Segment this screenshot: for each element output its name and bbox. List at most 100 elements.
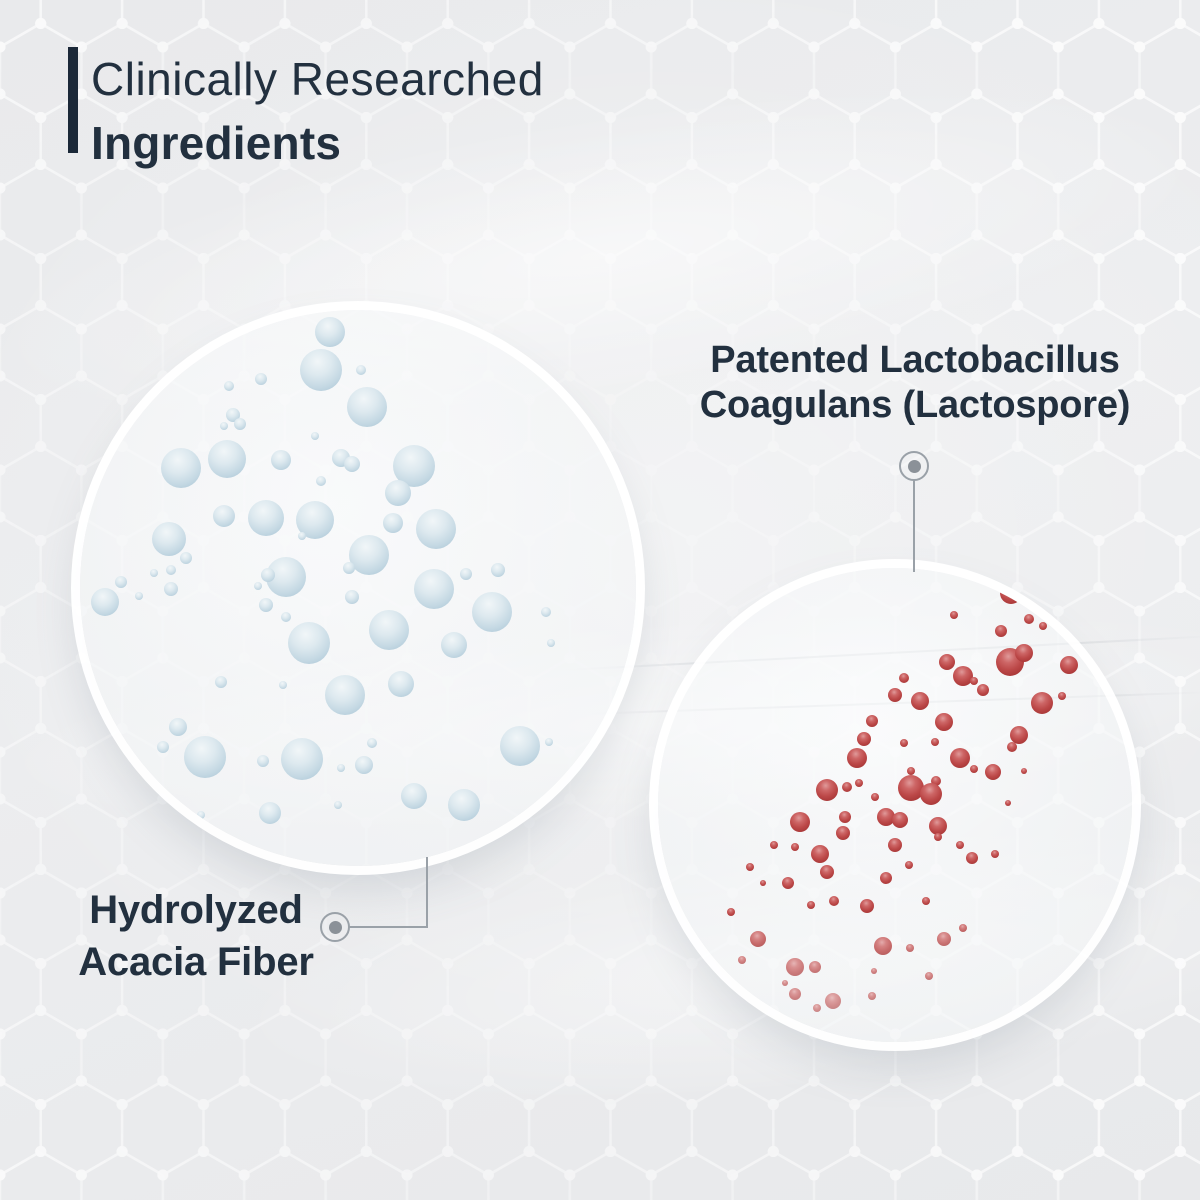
acacia-fiber-bubble (414, 569, 454, 609)
acacia-fiber-bubble (349, 535, 389, 575)
lactospore-bubble (892, 812, 908, 828)
lactospore-bubble (825, 993, 841, 1009)
acacia-fiber-bubble (388, 671, 414, 697)
acacia-fiber-bubble (271, 450, 291, 470)
lactospore-bubble (880, 872, 892, 884)
lactospore-bubble (855, 779, 863, 787)
acacia-fiber-bubble (385, 480, 411, 506)
title-accent-bar (68, 47, 78, 153)
title-line-2: Ingredients (91, 117, 342, 169)
acacia-fiber-bubble (300, 349, 342, 391)
acacia-fiber-bubble (91, 588, 119, 616)
acacia-fiber-bubble (259, 598, 273, 612)
acacia-fiber-bubble (224, 381, 234, 391)
lactospore-bubble (1010, 726, 1028, 744)
acacia-fiber-bubble (344, 456, 360, 472)
acacia-fiber-bubble (166, 565, 176, 575)
acacia-fiber-circle-illustration (80, 310, 636, 866)
acacia-fiber-bubble (337, 764, 345, 772)
lactospore-bubble (813, 1004, 821, 1012)
acacia-fiber-bubble (325, 675, 365, 715)
lactospore-bubble (829, 896, 839, 906)
lactospore-bubble (857, 732, 871, 746)
acacia-fiber-bubble (288, 622, 330, 664)
lactospore-bubble (905, 861, 913, 869)
lactospore-circle-illustration (658, 568, 1132, 1042)
acacia-fiber-bubble (281, 612, 291, 622)
acacia-fiber-bubble (279, 681, 287, 689)
acacia-fiber-bubble (169, 718, 187, 736)
acacia-fiber-bubble (115, 576, 127, 588)
acacia-fiber-bubble (343, 562, 355, 574)
acacia-fiber-bubble (316, 476, 326, 486)
lactospore-bubble (925, 972, 933, 980)
left-callout-connector-line (348, 926, 428, 928)
lactospore-bubble (939, 654, 955, 670)
acacia-fiber-bubble (220, 422, 228, 430)
lactospore-bubble (1000, 582, 1022, 604)
acacia-fiber-bubble (213, 505, 235, 527)
lactospore-bubble (786, 958, 804, 976)
left-ingredient-label: Hydrolyzed Acacia Fiber (16, 884, 376, 988)
lactospore-bubble (860, 899, 874, 913)
left-callout-connector-line (426, 857, 428, 928)
lactospore-bubble (900, 739, 908, 747)
acacia-fiber-bubble (152, 522, 186, 556)
lactospore-bubble (1060, 656, 1078, 674)
acacia-fiber-bubble (491, 563, 505, 577)
acacia-fiber-bubble (197, 811, 205, 819)
lactospore-bubble (750, 931, 766, 947)
lactospore-bubble (782, 980, 788, 986)
lactospore-bubble (899, 673, 909, 683)
left-ingredient-label-line-1: Hydrolyzed (89, 888, 303, 932)
lactospore-bubble (888, 838, 902, 852)
lactospore-bubble (907, 767, 915, 775)
acacia-fiber-bubble (416, 509, 456, 549)
lactospore-bubble (836, 826, 850, 840)
lactospore-bubble (839, 811, 851, 823)
acacia-fiber-bubble (281, 738, 323, 780)
right-ingredient-label-line-2: Coagulans (Lactospore) (699, 384, 1131, 426)
lactospore-bubble (991, 850, 999, 858)
acacia-fiber-bubble (547, 639, 555, 647)
lactospore-bubble (959, 924, 967, 932)
lactospore-bubble (847, 748, 867, 768)
acacia-fiber-bubble (472, 592, 512, 632)
lactospore-bubble (820, 865, 834, 879)
acacia-fiber-bubble (355, 756, 373, 774)
right-callout-connector-line (913, 480, 915, 572)
title-line-1: Clinically Researched (91, 53, 544, 105)
right-ingredient-label: Patented Lactobacillus Coagulans (Lactos… (655, 338, 1175, 428)
acacia-fiber-bubble (254, 582, 262, 590)
page-title: Clinically Researched Ingredients (68, 47, 544, 175)
lactospore-bubble (970, 677, 978, 685)
acacia-fiber-bubble (345, 590, 359, 604)
acacia-fiber-bubble (161, 448, 201, 488)
lactospore-bubble (950, 748, 970, 768)
acacia-fiber-bubble (541, 607, 551, 617)
acacia-fiber-bubble (150, 569, 158, 577)
lactospore-bubble (1021, 768, 1027, 774)
lactospore-bubble (1007, 742, 1017, 752)
lactospore-bubble (898, 775, 924, 801)
lactospore-bubble (929, 817, 947, 835)
acacia-fiber-bubble (298, 532, 306, 540)
acacia-fiber-bubble (460, 568, 472, 580)
acacia-fiber-bubble (255, 373, 267, 385)
acacia-fiber-bubble (248, 500, 284, 536)
acacia-fiber-bubble (441, 632, 467, 658)
lactospore-bubble (935, 713, 953, 731)
acacia-fiber-bubble (261, 568, 275, 582)
lactospore-bubble (770, 841, 778, 849)
acacia-fiber-bubble (500, 726, 540, 766)
lactospore-bubble (842, 782, 852, 792)
lactospore-bubble (922, 897, 930, 905)
acacia-fiber-bubble (164, 582, 178, 596)
lactospore-bubble (931, 776, 941, 786)
lactospore-bubble (782, 877, 794, 889)
acacia-fiber-bubble (311, 432, 319, 440)
lactospore-bubble (811, 845, 829, 863)
lactospore-bubble (1015, 644, 1033, 662)
acacia-fiber-bubble (369, 610, 409, 650)
